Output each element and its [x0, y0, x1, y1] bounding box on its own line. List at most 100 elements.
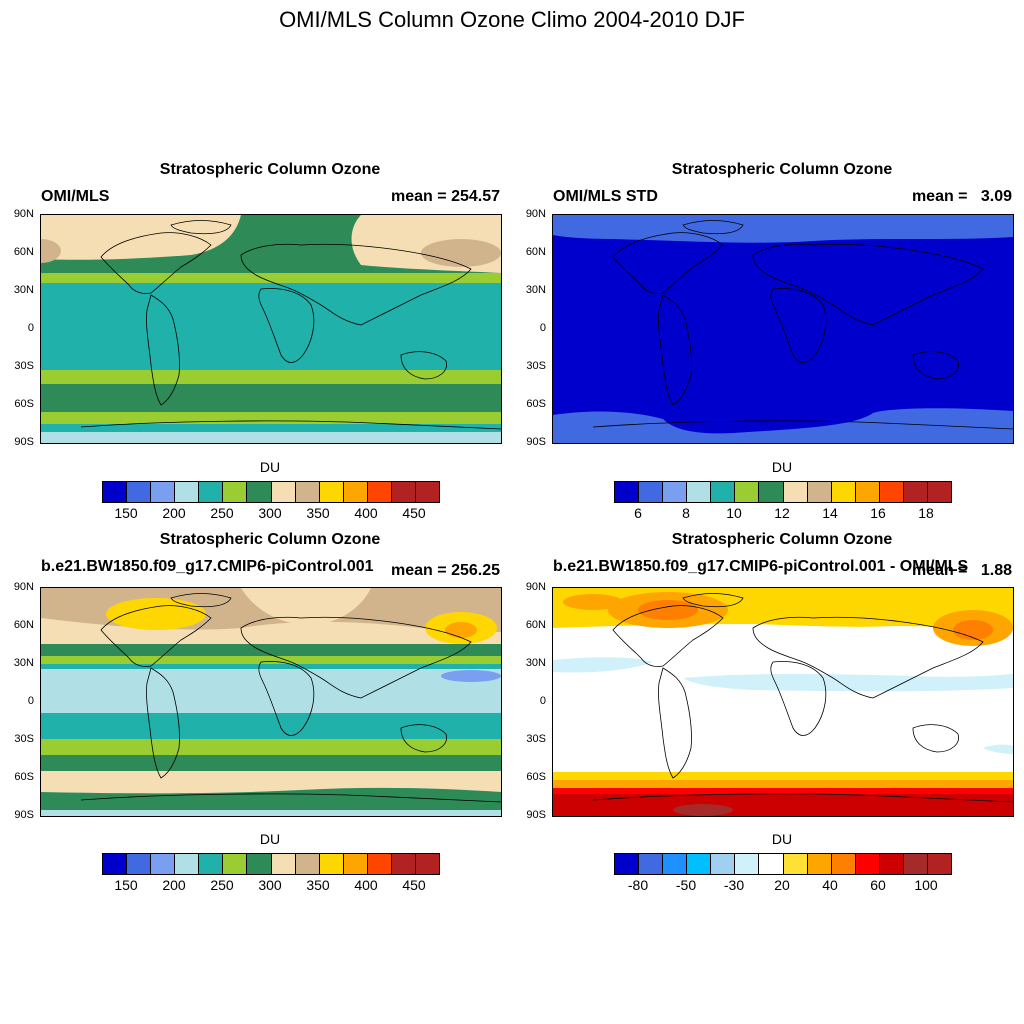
band: [41, 771, 501, 794]
colorbar-swatch: [759, 854, 784, 874]
band: [553, 772, 1013, 780]
band: [41, 432, 501, 443]
lat-tick: 0: [539, 322, 546, 334]
low-ozone-region: [441, 670, 501, 682]
colorbar-swatch: [416, 482, 440, 502]
colorbar-tick-label: 400: [354, 877, 378, 893]
band: [41, 755, 501, 771]
lat-tick: 90N: [525, 581, 546, 593]
lat-tick: 90N: [13, 208, 34, 220]
lat-tick: 30S: [14, 733, 34, 745]
colorbar-swatch: [663, 854, 688, 874]
colorbar-tick-label: 14: [822, 505, 838, 521]
map-plot: [552, 214, 1014, 444]
lat-tick: 60N: [525, 246, 546, 258]
high-ozone-region: [106, 598, 206, 630]
colorbar: [102, 853, 440, 875]
colorbar-swatch: [416, 854, 440, 874]
colorbar-swatch: [711, 854, 736, 874]
colorbar-tick-label: 350: [306, 505, 330, 521]
colorbar-swatch: [615, 482, 640, 502]
colorbar-tick-label: 16: [870, 505, 886, 521]
colorbar-tick-label: 350: [306, 877, 330, 893]
colorbar-tick-label: 18: [918, 505, 934, 521]
negative-anomaly: [983, 744, 1013, 754]
colorbar-tick-label: 450: [402, 877, 426, 893]
panel-mean-label: mean = 254.57: [391, 188, 500, 205]
colorbar-swatch: [831, 854, 856, 874]
lat-tick: 60S: [526, 771, 546, 783]
colorbar-tick-label: 300: [258, 505, 282, 521]
lat-tick: 90N: [525, 208, 546, 220]
band: [41, 273, 501, 283]
colorbar-swatch: [687, 482, 712, 502]
band: [553, 780, 1013, 788]
colorbar-swatch: [928, 854, 952, 874]
negative-anomaly: [683, 674, 1013, 692]
lat-tick: 90S: [526, 809, 546, 821]
colorbar-tick-label: 450: [402, 505, 426, 521]
colorbar-swatch: [855, 854, 880, 874]
lat-tick: 90S: [14, 809, 34, 821]
lat-tick: 90S: [14, 436, 34, 448]
panel-mean-label: mean = 3.09: [911, 188, 1012, 205]
coastlines: [592, 593, 1013, 803]
colorbar-swatch: [687, 854, 712, 874]
map-plot: [40, 587, 502, 817]
negative-anomaly: [553, 657, 653, 673]
lat-tick: 60N: [13, 246, 34, 258]
colorbar-swatch: [783, 854, 808, 874]
colorbar-swatch: [391, 854, 417, 874]
colorbar-swatch: [711, 482, 736, 502]
lat-tick: 30S: [526, 733, 546, 745]
colorbar-swatch: [391, 482, 417, 502]
units-label: DU: [771, 459, 793, 475]
band: [241, 588, 371, 626]
colorbar-tick-label: 8: [682, 505, 690, 521]
colorbar-tick-label: 400: [354, 505, 378, 521]
lat-tick: 0: [27, 695, 34, 707]
colorbar-swatch: [783, 482, 808, 502]
colorbar-swatch: [615, 854, 640, 874]
colorbar-tick-label: 20: [774, 877, 790, 893]
colorbar-swatch: [223, 482, 248, 502]
band: [41, 370, 501, 384]
colorbar-swatch: [247, 854, 272, 874]
band: [41, 384, 501, 412]
colorbar-tick-label: 300: [258, 877, 282, 893]
band: [41, 664, 501, 669]
band: [553, 794, 1013, 816]
colorbar-swatch: [319, 482, 344, 502]
colorbar-tick-label: 200: [162, 877, 186, 893]
colorbar-swatch: [735, 482, 760, 502]
units-label: DU: [259, 459, 281, 475]
colorbar-swatch: [247, 482, 272, 502]
band: [41, 412, 501, 424]
coastlines: [80, 220, 501, 430]
colorbar-tick-label: -30: [723, 877, 745, 893]
colorbar-tick-label: 150: [114, 877, 138, 893]
colorbar-swatch: [367, 482, 392, 502]
colorbar-swatch: [903, 854, 929, 874]
colorbar-swatch: [639, 854, 664, 874]
colorbar-swatch: [223, 854, 248, 874]
high-ozone-region: [41, 239, 61, 263]
colorbar-tick-label: 10: [726, 505, 742, 521]
panel-mean-label: mean = 256.25: [391, 562, 500, 579]
colorbar-swatch: [903, 482, 929, 502]
colorbar-swatch: [319, 854, 344, 874]
lat-tick: 30N: [13, 284, 34, 296]
colorbar-swatch: [807, 854, 832, 874]
colorbar-swatch: [127, 854, 152, 874]
colorbar-tick-label: 250: [210, 505, 234, 521]
lat-tick: 60S: [14, 398, 34, 410]
panel-left-label: OMI/MLS: [41, 188, 110, 205]
lat-tick: 30S: [526, 360, 546, 372]
panel-mean-label: mean = 1.88: [911, 562, 1012, 579]
colorbar-swatch: [103, 482, 128, 502]
panel-left-label: b.e21.BW1850.f09_g17.CMIP6-piControl.001: [41, 558, 374, 575]
panel-title: Stratospheric Column Ozone: [159, 161, 381, 178]
colorbar-swatch: [855, 482, 880, 502]
colorbar-tick-label: 60: [870, 877, 886, 893]
colorbar: [614, 853, 952, 875]
